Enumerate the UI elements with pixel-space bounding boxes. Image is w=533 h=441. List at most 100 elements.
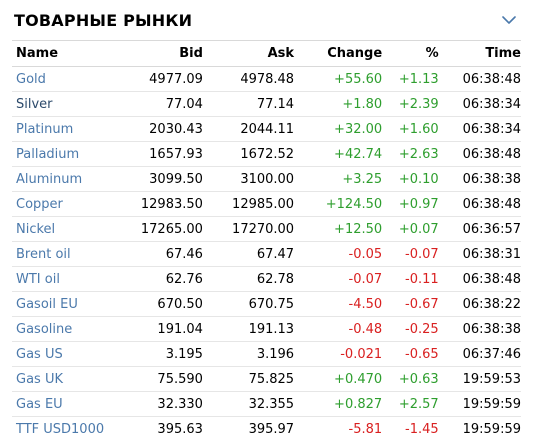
change-value: +1.80 <box>294 92 382 117</box>
change-value: -0.48 <box>294 317 382 342</box>
column-header-ask: Ask <box>203 41 294 67</box>
commodity-name[interactable]: Copper <box>12 192 120 217</box>
commodity-name[interactable]: Palladium <box>12 142 120 167</box>
time-value: 06:38:34 <box>439 92 521 117</box>
bid-value: 77.04 <box>120 92 203 117</box>
percent-value: -1.45 <box>382 417 439 441</box>
widget-header: ТОВАРНЫЕ РЫНКИ <box>12 0 521 41</box>
time-value: 06:36:57 <box>439 217 521 242</box>
bid-value: 17265.00 <box>120 217 203 242</box>
percent-value: +1.13 <box>382 67 439 92</box>
time-value: 06:38:22 <box>439 292 521 317</box>
commodity-name[interactable]: Gas UK <box>12 367 120 392</box>
ask-value: 4978.48 <box>203 67 294 92</box>
ask-value: 77.14 <box>203 92 294 117</box>
ask-value: 12985.00 <box>203 192 294 217</box>
percent-value: +2.57 <box>382 392 439 417</box>
ask-value: 191.13 <box>203 317 294 342</box>
change-value: +0.827 <box>294 392 382 417</box>
commodity-name[interactable]: Gasoline <box>12 317 120 342</box>
time-value: 06:38:38 <box>439 317 521 342</box>
bid-value: 3099.50 <box>120 167 203 192</box>
change-value: +32.00 <box>294 117 382 142</box>
ask-value: 32.355 <box>203 392 294 417</box>
time-value: 06:38:31 <box>439 242 521 267</box>
commodity-name[interactable]: Nickel <box>12 217 120 242</box>
widget-title: ТОВАРНЫЕ РЫНКИ <box>14 11 192 30</box>
bid-value: 67.46 <box>120 242 203 267</box>
percent-value: +0.10 <box>382 167 439 192</box>
column-header-time: Time <box>439 41 521 67</box>
commodity-name[interactable]: Gas EU <box>12 392 120 417</box>
commodity-name[interactable]: Gasoil EU <box>12 292 120 317</box>
commodity-name[interactable]: WTI oil <box>12 267 120 292</box>
percent-value: -0.11 <box>382 267 439 292</box>
commodity-name[interactable]: Aluminum <box>12 167 120 192</box>
time-value: 06:38:48 <box>439 192 521 217</box>
percent-value: -0.67 <box>382 292 439 317</box>
column-header-name: Name <box>12 41 120 67</box>
change-value: -0.021 <box>294 342 382 367</box>
column-header-bid: Bid <box>120 41 203 67</box>
change-value: -0.05 <box>294 242 382 267</box>
chevron-down-icon[interactable] <box>499 10 519 30</box>
commodity-name[interactable]: Gold <box>12 67 120 92</box>
bid-value: 670.50 <box>120 292 203 317</box>
ask-value: 62.78 <box>203 267 294 292</box>
change-value: -5.81 <box>294 417 382 441</box>
percent-value: +0.07 <box>382 217 439 242</box>
percent-value: +0.63 <box>382 367 439 392</box>
percent-value: -0.65 <box>382 342 439 367</box>
ask-value: 395.97 <box>203 417 294 441</box>
change-value: +124.50 <box>294 192 382 217</box>
commodity-name[interactable]: TTF USD1000 <box>12 417 120 441</box>
bid-value: 12983.50 <box>120 192 203 217</box>
commodity-name[interactable]: Platinum <box>12 117 120 142</box>
change-value: -4.50 <box>294 292 382 317</box>
change-value: +55.60 <box>294 67 382 92</box>
bid-value: 4977.09 <box>120 67 203 92</box>
time-value: 06:37:46 <box>439 342 521 367</box>
table-header-row: Name Bid Ask Change % Time <box>12 41 521 67</box>
bid-value: 2030.43 <box>120 117 203 142</box>
ask-value: 670.75 <box>203 292 294 317</box>
ask-value: 17270.00 <box>203 217 294 242</box>
bid-value: 3.195 <box>120 342 203 367</box>
time-value: 06:38:48 <box>439 67 521 92</box>
time-value: 19:59:59 <box>439 417 521 441</box>
time-value: 06:38:34 <box>439 117 521 142</box>
commodity-name[interactable]: Silver <box>12 92 120 117</box>
bid-value: 1657.93 <box>120 142 203 167</box>
time-value: 19:59:53 <box>439 367 521 392</box>
time-value: 06:38:38 <box>439 167 521 192</box>
ask-value: 3.196 <box>203 342 294 367</box>
commodity-name[interactable]: Brent oil <box>12 242 120 267</box>
commodities-widget: ТОВАРНЫЕ РЫНКИ Name Bid Ask Change % Tim… <box>0 0 533 432</box>
ask-value: 3100.00 <box>203 167 294 192</box>
commodity-name[interactable]: Gas US <box>12 342 120 367</box>
ask-value: 67.47 <box>203 242 294 267</box>
bid-value: 395.63 <box>120 417 203 441</box>
percent-value: +2.63 <box>382 142 439 167</box>
percent-value: +1.60 <box>382 117 439 142</box>
ask-value: 75.825 <box>203 367 294 392</box>
change-value: +0.470 <box>294 367 382 392</box>
bid-value: 191.04 <box>120 317 203 342</box>
